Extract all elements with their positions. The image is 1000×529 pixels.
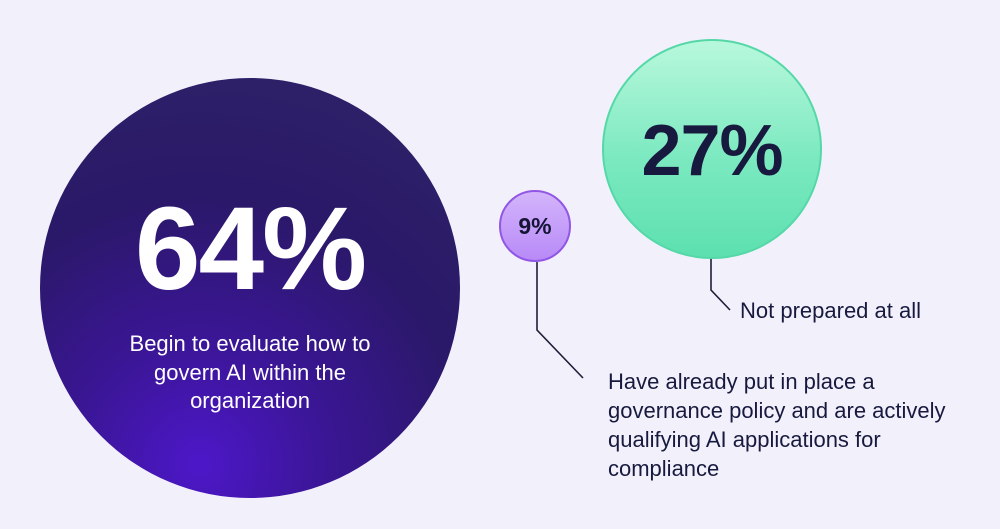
leader-line-9 xyxy=(536,262,584,379)
bubble-value-27: 27% xyxy=(641,111,783,191)
bubble-64-percent: 64% Begin to evaluate how to govern AI w… xyxy=(40,78,460,498)
leader-line-27 xyxy=(710,250,731,311)
bubble-9-percent: 9% xyxy=(499,190,571,262)
annotation-9: Have already put in place a governance p… xyxy=(608,369,946,482)
bubble-value-64: 64% xyxy=(134,183,367,316)
bubble-label-64: Begin to evaluate how to govern AI withi… xyxy=(129,331,371,414)
bubble-27-percent: 27% xyxy=(602,39,822,259)
bubble-value-9: 9% xyxy=(518,212,552,239)
annotation-27: Not prepared at all xyxy=(740,298,921,323)
